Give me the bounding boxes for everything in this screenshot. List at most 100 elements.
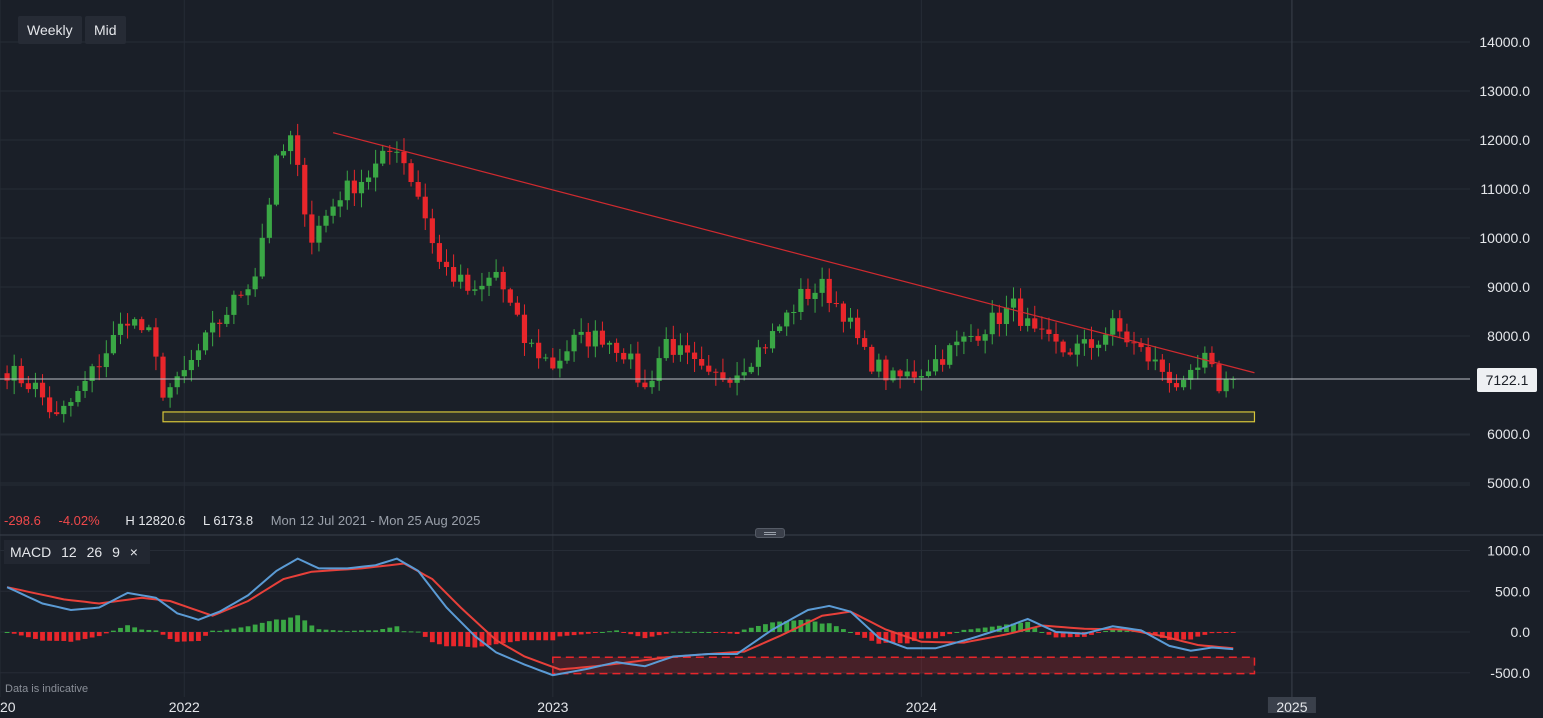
pane-resize-handle[interactable] [755, 528, 785, 538]
macd-histogram-bar [883, 632, 889, 643]
price-type-button[interactable]: Mid [85, 16, 126, 44]
macd-histogram-bar [514, 632, 520, 642]
time-axis-label: 2025 [1276, 699, 1307, 713]
date-range: Mon 12 Jul 2021 - Mon 25 Aug 2025 [270, 513, 481, 528]
candle-body [699, 358, 705, 366]
candle-body [1209, 352, 1215, 365]
candle-body [876, 359, 882, 372]
high-value: H 12820.6 [125, 513, 186, 528]
candle-body [316, 225, 322, 243]
candle-body [649, 380, 655, 388]
time-axis-label: 2023 [537, 699, 568, 713]
interval-button[interactable]: Weekly [18, 16, 82, 44]
macd-histogram-bar [394, 626, 400, 632]
macd-histogram-bar [621, 632, 627, 633]
macd-line [6, 557, 1234, 677]
trendline [332, 132, 1255, 374]
macd-histogram-bar [366, 630, 371, 632]
macd-histogram-bar [465, 632, 471, 647]
candle-body [188, 359, 194, 371]
macd-histogram-bar [507, 632, 513, 643]
macd-histogram-bar [245, 626, 251, 632]
candle-body [280, 151, 287, 156]
macd-histogram-bar [954, 631, 960, 633]
candle-body [32, 382, 39, 390]
candle-body [394, 151, 400, 153]
candle-body [1103, 334, 1109, 345]
macd-histogram-bar [479, 632, 485, 647]
macd-histogram-bar [259, 622, 265, 632]
macd-histogram-bar [685, 631, 690, 633]
macd-histogram-bar [231, 628, 237, 632]
candle-body [826, 278, 832, 304]
macd-histogram-bar [1188, 632, 1194, 640]
candle-body [918, 376, 924, 378]
close-icon[interactable]: × [129, 544, 138, 560]
macd-legend[interactable]: MACD 12 26 9 × [4, 540, 150, 564]
macd-histogram-bar [472, 632, 478, 648]
macd-histogram-bar [642, 632, 648, 639]
macd-histogram-bar [54, 632, 60, 641]
macd-name: MACD [10, 544, 52, 560]
macd-histogram-bar [210, 630, 216, 632]
candle-body [1131, 342, 1137, 344]
candle-body [833, 303, 839, 305]
macd-histogram-bar [118, 627, 123, 632]
price-stats: -298.6 -4.02% H 12820.6 L 6173.8 Mon 12 … [4, 513, 494, 528]
macd-histogram-bar [947, 632, 953, 635]
macd-signal: 9 [112, 544, 120, 560]
macd-histogram-bar [727, 632, 733, 634]
candle-body [25, 383, 31, 390]
candle-body [344, 180, 350, 201]
candle-body [762, 347, 769, 349]
candle-body [606, 342, 613, 345]
candle-body [741, 372, 747, 376]
candle-body [543, 357, 549, 359]
candle-body [351, 180, 357, 194]
candle-body [599, 330, 606, 345]
macd-histogram-bar [1152, 632, 1158, 636]
candle-body [139, 319, 145, 331]
candle-body [500, 271, 506, 290]
candle-body [628, 353, 634, 360]
macd-histogram-bar [203, 632, 208, 636]
candle-body [75, 391, 81, 403]
macd-histogram-bar [677, 631, 683, 633]
macd-histogram-bar [139, 629, 145, 632]
candle-body [174, 376, 180, 388]
price-axis-label: 6000.0 [1487, 426, 1530, 442]
macd-histogram-bar [897, 632, 903, 644]
macd-histogram-bar [805, 619, 811, 632]
candle-body [691, 352, 698, 359]
candle-body [585, 331, 591, 347]
macd-histogram-bar [720, 632, 726, 633]
candle-body [103, 353, 109, 368]
macd-histogram-bar [911, 632, 917, 641]
candle-body [1173, 383, 1180, 388]
macd-histogram-bar [968, 629, 974, 632]
candle-body [61, 405, 67, 415]
candle-body [883, 359, 889, 381]
macd-histogram-bar [557, 632, 563, 637]
macd-histogram-bar [344, 631, 350, 633]
candle-body [387, 150, 393, 152]
axis-marker-bg [1267, 697, 1316, 713]
macd-histogram-bar [4, 632, 10, 633]
macd-histogram-bar [755, 625, 761, 632]
candle-body [897, 370, 903, 377]
candle-body [217, 322, 223, 324]
macd-histogram-bar [940, 632, 946, 637]
macd-histogram-bar [741, 629, 747, 632]
macd-histogram-bar [1096, 632, 1101, 633]
macd-histogram-bar [500, 632, 506, 644]
candle-body [302, 164, 308, 215]
candle-body [904, 371, 910, 377]
candle-body [890, 370, 896, 381]
macd-histogram-bar [592, 632, 598, 633]
support-zone [162, 411, 1256, 423]
candle-body [670, 338, 676, 355]
macd-histogram-bar [167, 632, 173, 640]
